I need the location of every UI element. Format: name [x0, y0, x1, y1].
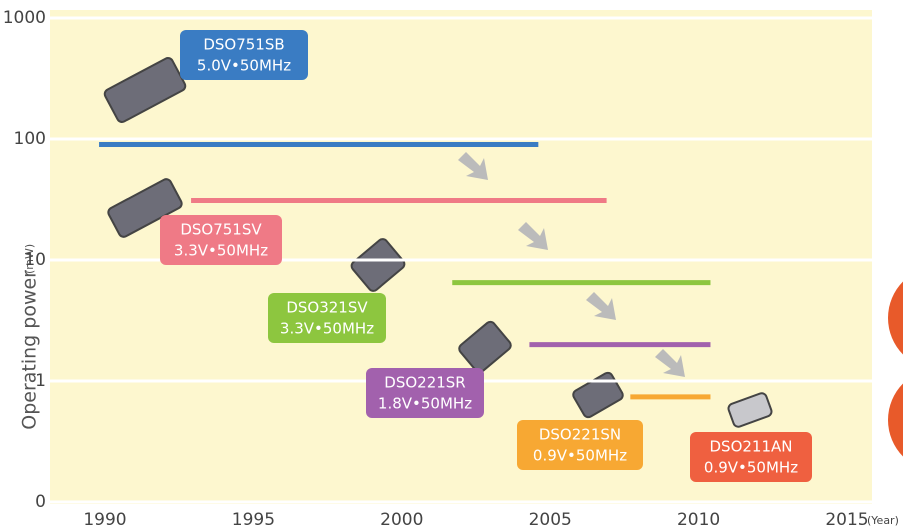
- decor-circles: [888, 281, 903, 457]
- label-box: [160, 215, 282, 265]
- label-box: [268, 293, 386, 343]
- label-box: [366, 368, 484, 418]
- product-spec: 3.3V•50MHz: [280, 320, 374, 338]
- x-tick-label: 2005: [529, 510, 572, 530]
- product-name: DSO321SV: [286, 299, 368, 317]
- product-spec: 3.3V•50MHz: [174, 242, 268, 260]
- chip-images: [103, 57, 773, 428]
- x-tick-label: 1990: [83, 510, 126, 530]
- label-box: [690, 432, 812, 482]
- label-box: [180, 30, 308, 80]
- arrows: [458, 152, 685, 377]
- product-name: DSO751SV: [180, 221, 262, 239]
- x-tick-label: 2000: [380, 510, 423, 530]
- product-name: DSO211AN: [710, 438, 793, 456]
- label-box: [517, 420, 643, 470]
- x-tick-label: 2010: [677, 510, 720, 530]
- product-name: DSO221SN: [539, 426, 621, 444]
- y-axis-label: Operating power: [19, 270, 41, 430]
- product-spec: 0.9V•50MHz: [704, 459, 798, 477]
- x-axis-unit: (Year): [867, 514, 899, 527]
- product-name: DSO751SB: [203, 36, 284, 54]
- y-tick-label: 100: [14, 129, 46, 149]
- y-tick-label: 10: [24, 250, 46, 270]
- y-tick-label: 1: [35, 371, 46, 391]
- x-tick-label: 1995: [232, 510, 275, 530]
- product-spec: 1.8V•50MHz: [378, 395, 472, 413]
- product-spec: 5.0V•50MHz: [197, 57, 291, 75]
- y-tick-label: 1000: [3, 8, 46, 28]
- x-tick-label: 2015: [825, 510, 868, 530]
- y-tick-label: 0: [35, 492, 46, 512]
- y-axis-unit: (mW): [23, 244, 36, 274]
- product-name: DSO221SR: [384, 374, 465, 392]
- product-spec: 0.9V•50MHz: [533, 447, 627, 465]
